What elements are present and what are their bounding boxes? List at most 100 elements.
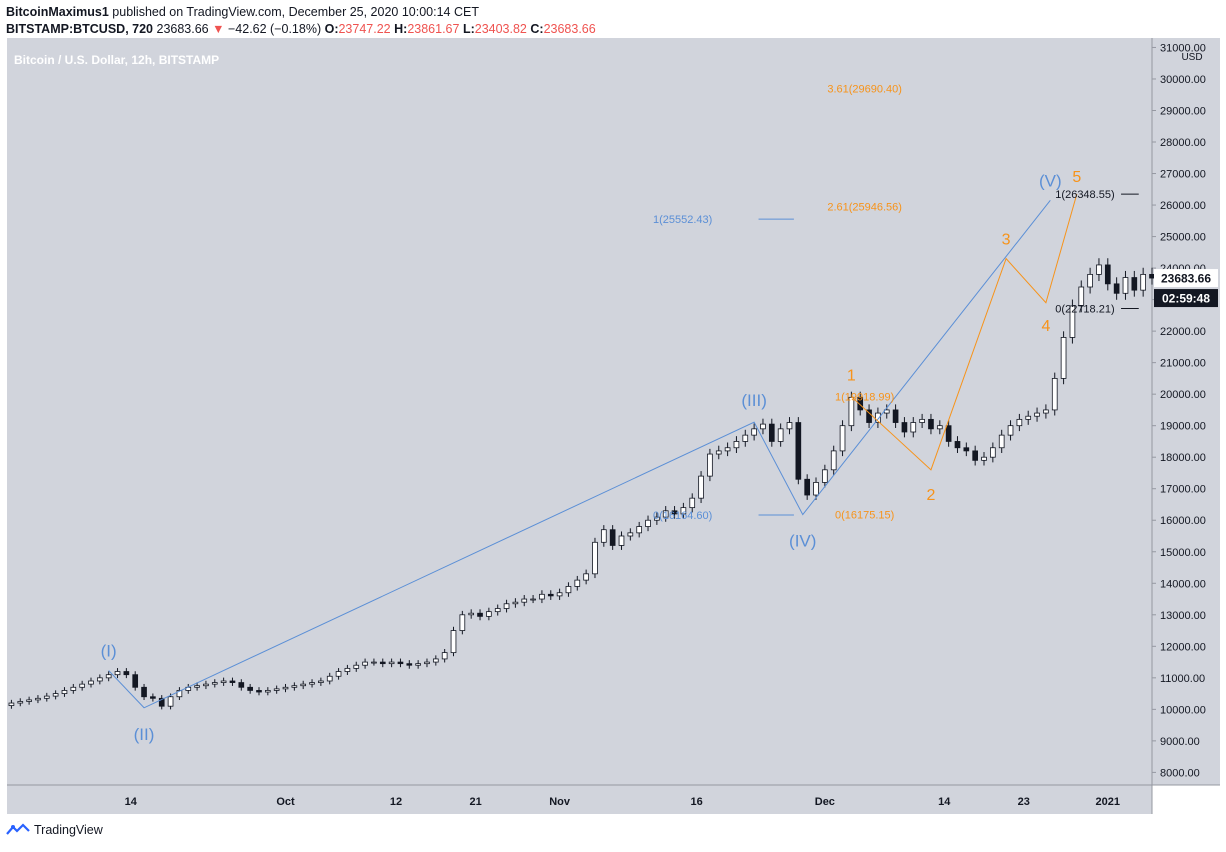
candle-body [936, 425, 943, 430]
candle-body [318, 680, 324, 683]
candle [565, 582, 572, 597]
candle-body [167, 696, 174, 707]
candle [1016, 413, 1023, 432]
candle-body [282, 686, 289, 690]
candle-body [1051, 378, 1058, 411]
close-label: C: [530, 22, 544, 36]
candle [335, 668, 342, 680]
candle-body [901, 422, 908, 433]
candle [326, 672, 333, 685]
candle-body [1113, 283, 1120, 294]
price-axis[interactable] [1152, 38, 1220, 785]
candle [742, 429, 749, 447]
candle-body [671, 510, 678, 515]
candle-body [609, 529, 616, 546]
candle-body [406, 663, 413, 666]
candle-body [556, 592, 563, 597]
candle-body [928, 418, 934, 430]
candle [645, 515, 651, 532]
publisher-name[interactable]: BitcoinMaximus1 [6, 5, 109, 19]
orange-wave-label: 5 [1072, 169, 1081, 186]
plot-area[interactable] [7, 38, 1152, 785]
y-tick-label: 17000.00 [1160, 484, 1206, 496]
y-tick-label: 31000.00 [1160, 42, 1206, 54]
candle-body [388, 661, 395, 665]
candle-body [1069, 305, 1076, 338]
candle [627, 528, 634, 541]
candle [936, 420, 943, 435]
candle [768, 418, 775, 447]
candle-body [353, 664, 360, 669]
candle [79, 680, 85, 691]
y-tick-label: 10000.00 [1160, 704, 1206, 716]
candle [724, 442, 731, 457]
candle-body [141, 686, 147, 698]
candle-body [486, 611, 492, 617]
fib-levels: 3.61(29690.40) 2.61(25946.56) 1(19918.99) 0… [653, 84, 1139, 522]
candle [362, 658, 368, 669]
published-text: published on TradingView.com, December 2… [112, 5, 479, 19]
candle [406, 660, 413, 669]
candle [689, 493, 696, 513]
candle-body [839, 425, 846, 452]
symbol-name[interactable]: BITSTAMP:BTCUSD, 720 [6, 22, 154, 36]
candle [547, 590, 554, 600]
candle-body [88, 680, 94, 685]
candle [450, 626, 457, 657]
time-axis[interactable] [7, 785, 1152, 814]
candle [760, 418, 766, 435]
candle [1078, 280, 1085, 313]
x-tick-label: 14 [938, 796, 951, 808]
last-price-tag: 23683.66 [1154, 269, 1218, 288]
fib-level-label: 1(25552.43) [653, 214, 712, 226]
x-tick-label: 21 [469, 796, 481, 808]
candle [256, 687, 262, 696]
y-tick-label: 11000.00 [1160, 673, 1205, 685]
candle [52, 690, 59, 700]
candle [344, 664, 351, 675]
candle [945, 420, 952, 447]
candle [618, 531, 625, 550]
candle [972, 445, 978, 466]
open-label: O: [324, 22, 339, 36]
candle-body [362, 661, 368, 666]
candle [698, 471, 704, 504]
tradingview-brand: TradingView [34, 823, 103, 837]
y-tick-label: 30000.00 [1160, 74, 1206, 86]
x-tick-label: Oct [276, 796, 295, 808]
candle-body [17, 701, 24, 704]
candle [238, 679, 245, 691]
candle-body [830, 450, 837, 471]
candle-body [998, 434, 1005, 449]
candle-body [150, 696, 156, 699]
candle [211, 679, 218, 688]
candle-body [521, 598, 528, 603]
candle [813, 477, 819, 500]
candle [300, 680, 307, 690]
candle [388, 658, 395, 668]
candle [477, 609, 483, 621]
candle-body [751, 428, 757, 436]
candle-body [689, 497, 696, 509]
candle [415, 660, 421, 669]
y-tick-label: 15000.00 [1160, 547, 1206, 559]
candle [503, 599, 510, 613]
candle [1087, 267, 1093, 294]
candle-body [539, 593, 545, 600]
candle-body [742, 434, 749, 442]
candle [592, 537, 598, 579]
candle [680, 502, 687, 519]
candle [291, 682, 298, 691]
candle-body [574, 579, 581, 587]
y-tick-label: 8000.00 [1160, 767, 1200, 779]
y-tick-label: 13000.00 [1160, 610, 1206, 622]
candle [194, 682, 200, 691]
candle [229, 677, 236, 686]
y-tick-label: 12000.00 [1160, 641, 1206, 653]
candle [105, 671, 112, 682]
candle [998, 429, 1005, 453]
y-tick-label: 29000.00 [1160, 105, 1206, 117]
candle [556, 588, 563, 600]
candle-body [698, 475, 704, 499]
